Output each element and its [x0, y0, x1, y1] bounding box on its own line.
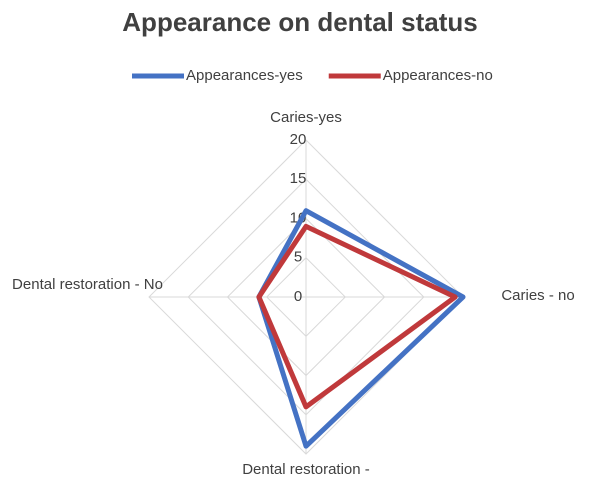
category-label: Caries - no — [501, 287, 575, 304]
r-tick-label: 0 — [294, 288, 302, 305]
r-tick-label: 20 — [290, 131, 307, 148]
chart-title: Appearance on dental status — [122, 7, 477, 37]
series-line — [256, 208, 466, 449]
category-label: Dental restoration - — [242, 461, 370, 478]
legend-label: Appearances-yes — [186, 67, 303, 84]
category-label: Caries-yes — [270, 109, 342, 126]
legend-label: Appearances-no — [383, 67, 493, 84]
series-line — [256, 223, 458, 410]
r-tick-label: 5 — [294, 249, 302, 266]
r-tick-label: 15 — [290, 170, 307, 187]
category-label: Dental restoration - No — [12, 276, 163, 293]
